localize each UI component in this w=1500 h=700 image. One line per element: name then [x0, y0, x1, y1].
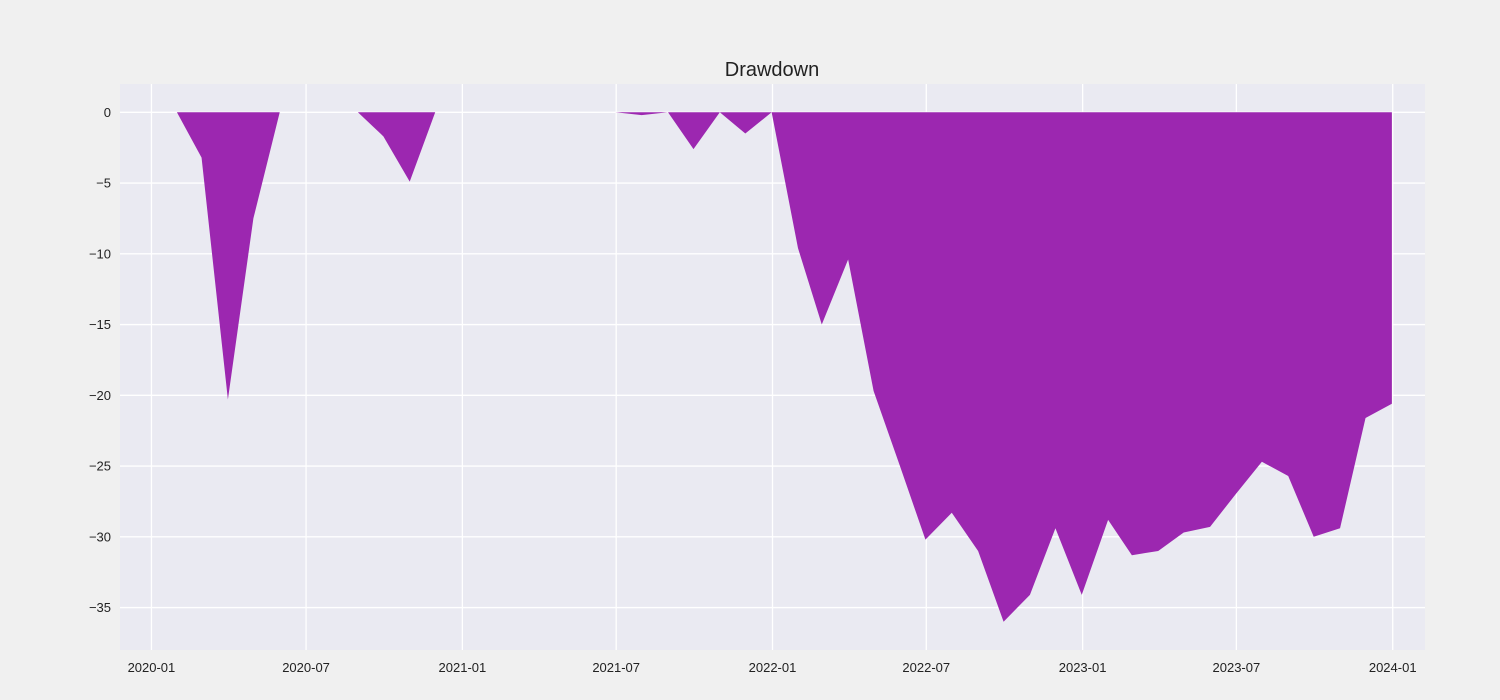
- y-tick-label: −25: [89, 459, 111, 474]
- y-tick-label: −10: [89, 246, 111, 261]
- chart-title: Drawdown: [725, 59, 819, 81]
- x-tick-label: 2021-01: [439, 660, 487, 675]
- x-tick-label: 2023-07: [1213, 660, 1261, 675]
- y-axis-ticks: 0 −5 −10 −15 −20 −25 −30 −35: [89, 105, 111, 615]
- y-tick-label: −5: [96, 176, 111, 191]
- x-tick-label: 2020-01: [128, 660, 176, 675]
- x-tick-label: 2024-01: [1369, 660, 1417, 675]
- y-tick-label: −35: [89, 600, 111, 615]
- x-tick-label: 2021-07: [592, 660, 640, 675]
- y-tick-label: −20: [89, 388, 111, 403]
- x-tick-label: 2020-07: [282, 660, 330, 675]
- y-tick-label: 0: [104, 105, 111, 120]
- y-tick-label: −30: [89, 529, 111, 544]
- y-tick-label: −15: [89, 317, 111, 332]
- drawdown-area: [176, 112, 1392, 622]
- x-tick-label: 2022-01: [749, 660, 797, 675]
- x-tick-label: 2023-01: [1059, 660, 1107, 675]
- x-tick-label: 2022-07: [902, 660, 950, 675]
- x-axis-ticks: 2020-01 2020-07 2021-01 2021-07 2022-01 2022-…: [128, 660, 1417, 675]
